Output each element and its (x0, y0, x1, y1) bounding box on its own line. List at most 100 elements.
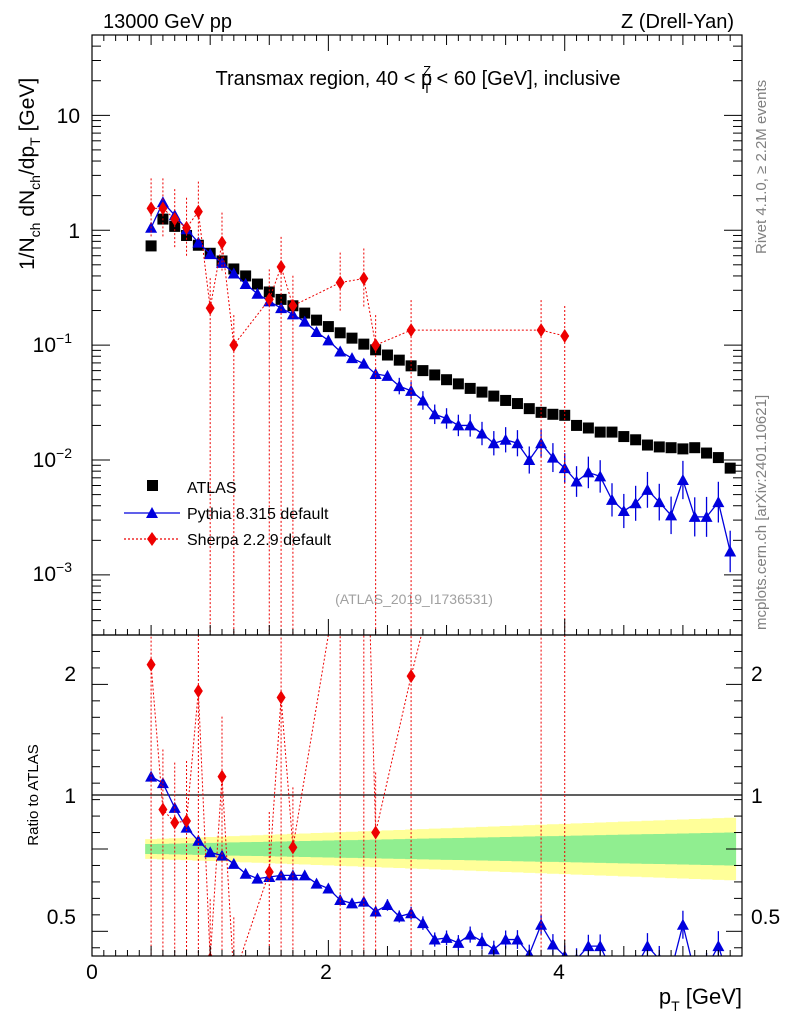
pythia-point (606, 493, 618, 505)
sherpa-ratio-point (371, 825, 381, 840)
pythia-point (712, 496, 725, 508)
atlas-point (346, 332, 358, 344)
y-tick-label-1: 1 (68, 220, 80, 243)
pythia-ratio-point (701, 962, 713, 973)
ratio-tick-label-1-left: 1 (64, 785, 76, 808)
pythia-point (511, 437, 524, 449)
x-tick-label-2: 2 (320, 961, 332, 984)
pythia-ratio-point (511, 933, 524, 945)
ratio-y-axis-label: Ratio to ATLAS (25, 744, 42, 845)
atlas-point (488, 390, 500, 402)
pythia-point (227, 267, 240, 279)
sherpa-ratio-point (336, 557, 345, 571)
atlas-point (334, 327, 346, 339)
pythia-point (286, 308, 299, 320)
sherpa-ratio-point (264, 865, 274, 880)
sherpa-ratio-point (537, 151, 546, 165)
pythia-point (617, 505, 630, 517)
pythia-ratio-point (606, 965, 618, 976)
atlas-point (358, 338, 370, 350)
pythia-ratio-point (630, 962, 642, 973)
sherpa-point (182, 220, 192, 235)
pythia-ratio-point (416, 917, 429, 929)
plot-title: Transmax region, 40 < pZ T < 60 [GeV], in… (215, 63, 620, 96)
sherpa-ratio-point (182, 814, 192, 829)
header-left: 13000 GeV pp (103, 11, 232, 33)
atlas-point (299, 307, 311, 319)
sherpa-point (193, 204, 203, 219)
pythia-point (487, 437, 500, 449)
atlas-point (476, 386, 488, 398)
pythia-ratio-point (369, 905, 382, 917)
pythia-point (476, 427, 488, 439)
pythia-point (676, 474, 689, 486)
pythia-point (464, 419, 477, 431)
pythia-ratio-point (594, 940, 607, 952)
sherpa-ratio-point (359, 393, 368, 407)
atlas-point (500, 394, 512, 406)
sherpa-ratio-point (560, 200, 569, 214)
atlas-point (712, 452, 724, 464)
pythia-ratio-point (689, 966, 701, 977)
pythia-point (204, 248, 217, 260)
atlas-point (606, 426, 618, 438)
y-tick-label-1e-3: 10−3 (33, 559, 73, 586)
pythia-point (381, 369, 394, 381)
pythia-point (700, 510, 713, 522)
ratio-tick-label-05-right: 0.5 (751, 906, 780, 929)
sherpa-ratio-point (288, 840, 298, 855)
atlas-point (393, 354, 405, 366)
pythia-point (192, 236, 205, 248)
sherpa-ratio-point (229, 970, 238, 984)
pythia-ratio-point (712, 940, 725, 952)
atlas-point (452, 378, 464, 390)
pythia-point (535, 437, 548, 449)
atlas-point (594, 426, 606, 438)
pythia-ratio-point (676, 918, 689, 930)
atlas-point (665, 442, 677, 454)
pythia-point (275, 302, 288, 314)
atlas-point (641, 439, 653, 451)
legend: ATLAS Pythia 8.315 default Sherpa 2.2.9 … (124, 480, 332, 549)
pythia-ratio-point (618, 970, 630, 981)
sherpa-point (158, 201, 168, 216)
pythia-point (688, 510, 701, 522)
pythia-line (150, 201, 731, 552)
atlas-point (511, 398, 523, 410)
pythia-point (641, 483, 654, 495)
atlas-point (523, 403, 535, 415)
atlas-point (417, 365, 429, 377)
pythia-point (322, 334, 335, 346)
atlas-point (547, 408, 559, 420)
pythia-ratio-point (334, 894, 347, 906)
pythia-point (440, 412, 453, 424)
sherpa-point (536, 323, 546, 338)
ratio-tick-label-2-right: 2 (751, 663, 763, 686)
pythia-point (594, 470, 607, 482)
pythia-point (665, 509, 678, 521)
sherpa-ratio-point (276, 690, 286, 705)
pythia-ratio-point (665, 965, 677, 976)
pythia-point (724, 545, 737, 557)
sherpa-ratio-point (217, 769, 227, 784)
pythia-ratio-point (145, 770, 158, 782)
sherpa-point (288, 298, 298, 313)
sherpa-ratio-point (170, 815, 180, 830)
pythia-point (334, 345, 347, 357)
sherpa-point (229, 338, 239, 353)
pythia-ratio-point (298, 869, 311, 881)
y-tick-label-10: 10 (57, 105, 80, 128)
pythia-point (393, 380, 406, 392)
legend-sherpa-marker (147, 532, 157, 546)
ratio-tick-label-05-left: 0.5 (47, 906, 76, 929)
pythia-ratio-point (393, 910, 406, 922)
atlas-point (311, 314, 323, 326)
sherpa-point (146, 201, 156, 216)
y-tick-label-1e-2: 10−2 (33, 445, 73, 472)
pythia-ratio-point (251, 872, 264, 884)
sherpa-point (217, 235, 227, 250)
pythia-ratio-point (204, 846, 217, 858)
sherpa-point (406, 323, 416, 338)
legend-atlas-marker (147, 480, 158, 491)
